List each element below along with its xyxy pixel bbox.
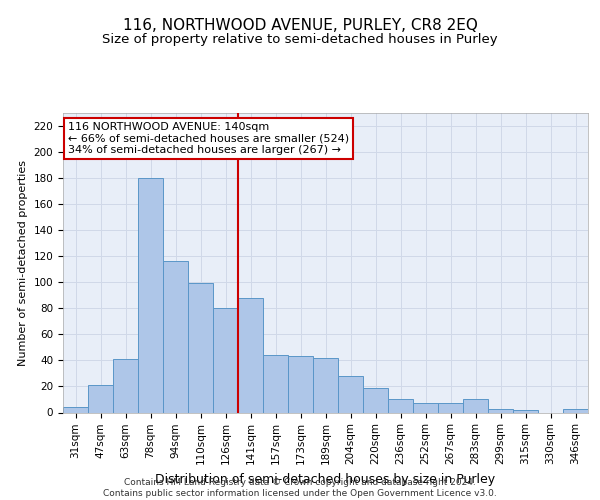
Bar: [188, 284, 213, 412]
Y-axis label: Number of semi-detached properties: Number of semi-detached properties: [18, 160, 28, 366]
Bar: [263, 355, 288, 412]
Bar: [163, 261, 188, 412]
Bar: [238, 298, 263, 412]
Text: Contains HM Land Registry data © Crown copyright and database right 2024.
Contai: Contains HM Land Registry data © Crown c…: [103, 478, 497, 498]
Bar: [413, 404, 438, 412]
Bar: [488, 408, 513, 412]
Bar: [138, 178, 163, 412]
Bar: [88, 385, 113, 412]
Bar: [513, 410, 538, 412]
Bar: [563, 408, 588, 412]
Text: 116, NORTHWOOD AVENUE, PURLEY, CR8 2EQ: 116, NORTHWOOD AVENUE, PURLEY, CR8 2EQ: [122, 18, 478, 32]
Bar: [338, 376, 363, 412]
X-axis label: Distribution of semi-detached houses by size in Purley: Distribution of semi-detached houses by …: [155, 472, 496, 486]
Bar: [288, 356, 313, 412]
Text: 116 NORTHWOOD AVENUE: 140sqm
← 66% of semi-detached houses are smaller (524)
34%: 116 NORTHWOOD AVENUE: 140sqm ← 66% of se…: [68, 122, 349, 154]
Bar: [63, 408, 88, 412]
Bar: [388, 400, 413, 412]
Bar: [363, 388, 388, 412]
Bar: [113, 359, 138, 412]
Text: Size of property relative to semi-detached houses in Purley: Size of property relative to semi-detach…: [102, 32, 498, 46]
Bar: [313, 358, 338, 412]
Bar: [438, 404, 463, 412]
Bar: [463, 400, 488, 412]
Bar: [213, 308, 238, 412]
